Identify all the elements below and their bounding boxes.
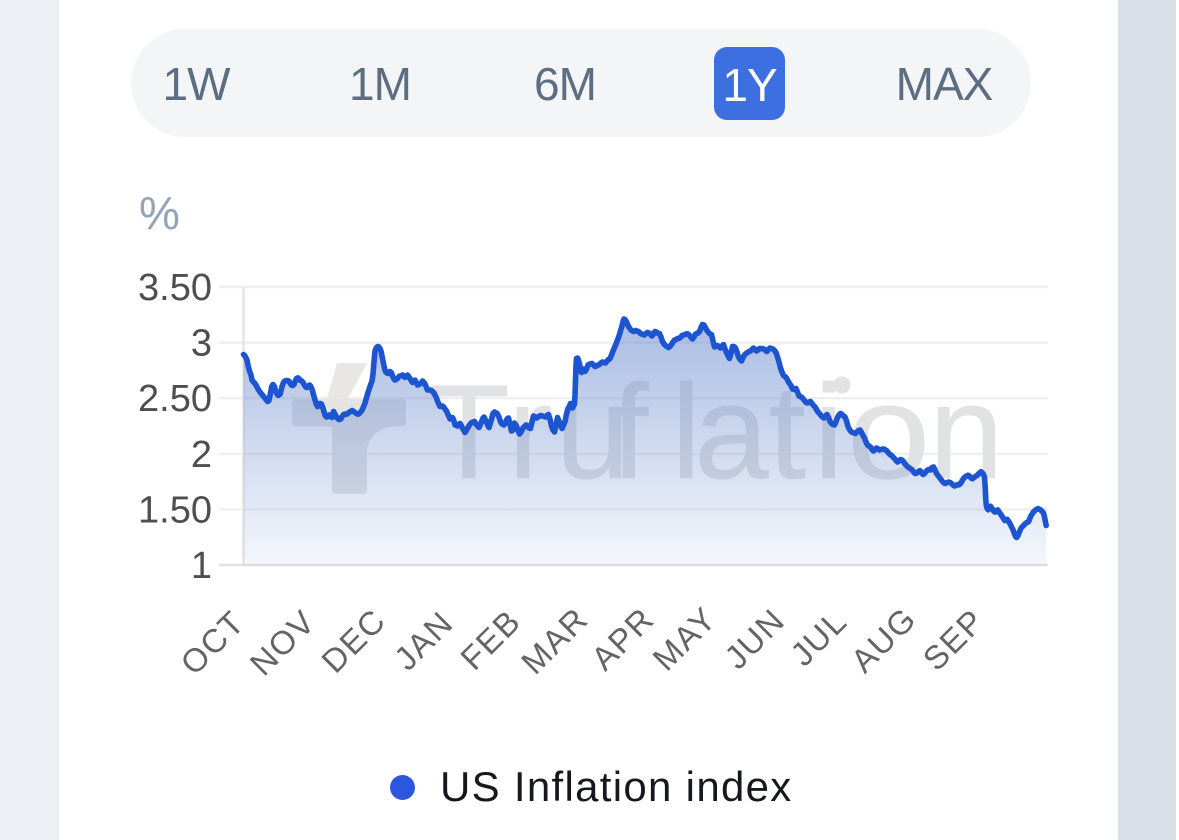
- svg-text:OCT: OCT: [173, 603, 252, 682]
- svg-text:%: %: [139, 187, 180, 239]
- svg-text:APR: APR: [584, 600, 661, 677]
- svg-text:2.50: 2.50: [138, 378, 212, 420]
- svg-text:1.50: 1.50: [138, 489, 212, 531]
- svg-text:JUL: JUL: [783, 602, 854, 673]
- svg-text:2: 2: [191, 434, 212, 476]
- svg-text:JAN: JAN: [387, 604, 460, 677]
- svg-text:DEC: DEC: [314, 601, 393, 680]
- svg-text:FEB: FEB: [453, 602, 528, 677]
- svg-text:NOV: NOV: [243, 603, 323, 683]
- svg-text:SEP: SEP: [916, 602, 992, 678]
- svg-text:3.50: 3.50: [138, 267, 212, 309]
- svg-text:JUN: JUN: [717, 601, 792, 676]
- svg-text:MAY: MAY: [645, 599, 723, 677]
- svg-text:AUG: AUG: [844, 600, 924, 680]
- svg-text:MAR: MAR: [514, 600, 595, 681]
- svg-text:1: 1: [191, 545, 212, 587]
- svg-text:3: 3: [191, 323, 212, 365]
